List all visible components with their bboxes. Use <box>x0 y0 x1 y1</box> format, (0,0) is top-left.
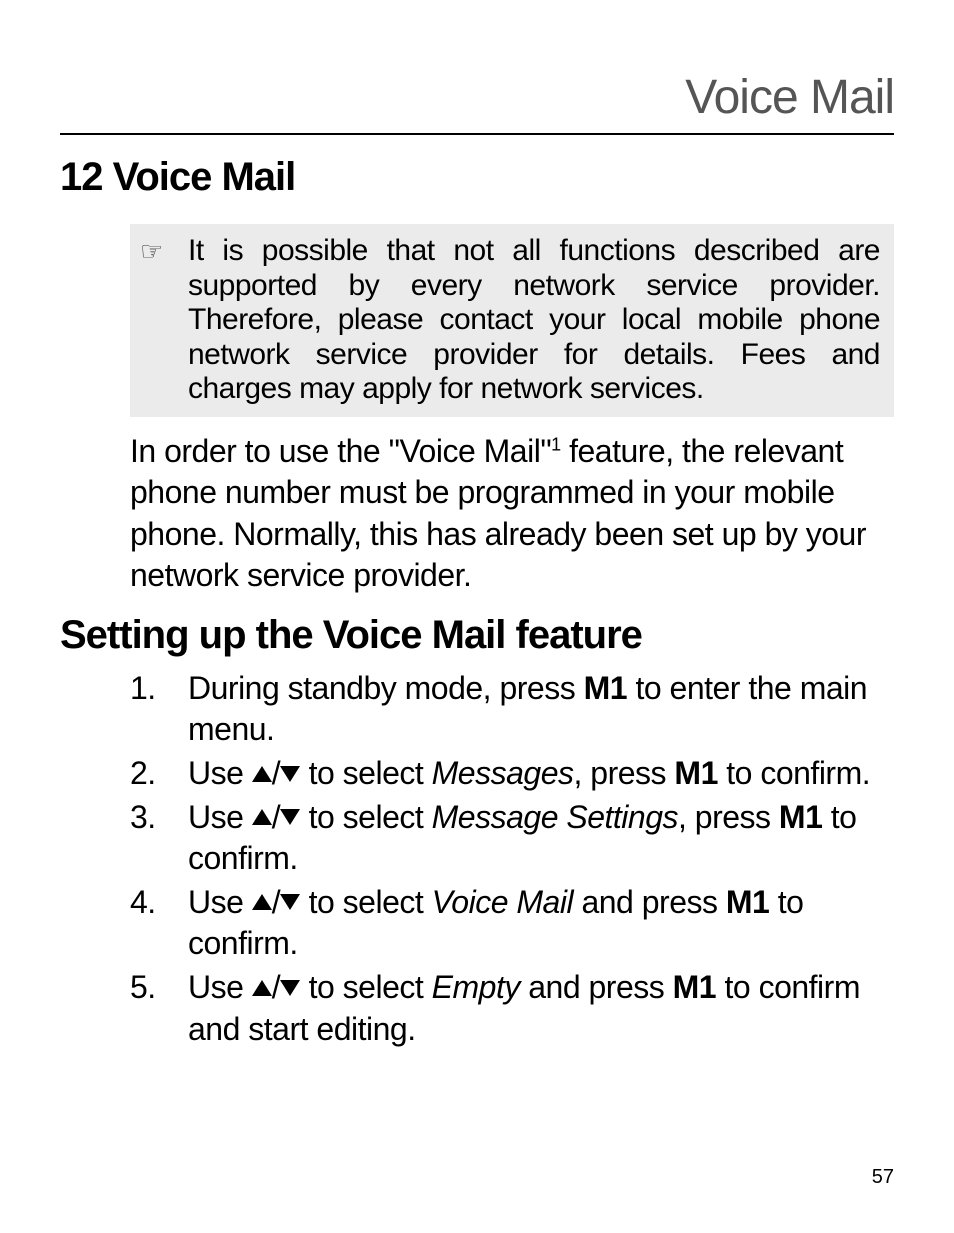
text-run: Use <box>188 755 252 791</box>
list-item-text: Use / to select Messages, press M1 to co… <box>188 753 894 795</box>
list-item-number: 3. <box>130 797 188 880</box>
list-item: 1.During standby mode, press M1 to enter… <box>130 668 894 751</box>
chapter-number: 12 <box>60 155 103 199</box>
text-run: to select <box>300 884 431 920</box>
down-arrow-icon <box>280 809 300 825</box>
text-run: to confirm. <box>718 755 870 791</box>
list-item: 5.Use / to select Empty and press M1 to … <box>130 967 894 1050</box>
italic-text: Messages <box>432 755 574 791</box>
list-item: 3.Use / to select Message Settings, pres… <box>130 797 894 880</box>
intro-paragraph: In order to use the "Voice Mail"1 featur… <box>130 431 894 597</box>
intro-pre: In order to use the "Voice Mail" <box>130 433 551 469</box>
text-run: Use <box>188 884 252 920</box>
list-item-number: 4. <box>130 882 188 965</box>
list-item-number: 1. <box>130 668 188 751</box>
text-run: Use <box>188 799 252 835</box>
text-run: to select <box>300 799 431 835</box>
slash: / <box>272 884 280 920</box>
up-arrow-icon <box>252 980 272 996</box>
bold-text: M1 <box>674 755 717 791</box>
page-header-title: Voice Mail <box>60 70 894 125</box>
text-run: Use <box>188 969 252 1005</box>
bold-text: M1 <box>726 884 769 920</box>
slash: / <box>272 799 280 835</box>
list-item-text: Use / to select Message Settings, press … <box>188 797 894 880</box>
down-arrow-icon <box>280 766 300 782</box>
list-item-text: During standby mode, press M1 to enter t… <box>188 668 894 751</box>
italic-text: Voice Mail <box>432 884 573 920</box>
section-title: Setting up the Voice Mail feature <box>60 613 894 658</box>
bold-text: M1 <box>584 670 627 706</box>
list-item-text: Use / to select Empty and press M1 to co… <box>188 967 894 1050</box>
text-run: , press <box>678 799 779 835</box>
pointing-hand-icon: ☞ <box>140 234 188 407</box>
list-item-text: Use / to select Voice Mail and press M1 … <box>188 882 894 965</box>
up-arrow-icon <box>252 766 272 782</box>
text-run: , press <box>573 755 674 791</box>
text-run: During standby mode, press <box>188 670 584 706</box>
header-divider <box>60 133 894 135</box>
chapter-title: 12 Voice Mail <box>60 155 894 200</box>
list-item: 2.Use / to select Messages, press M1 to … <box>130 753 894 795</box>
italic-text: Message Settings <box>432 799 678 835</box>
text-run: and press <box>520 969 673 1005</box>
text-run: to select <box>300 755 431 791</box>
text-run: and press <box>573 884 726 920</box>
bold-text: M1 <box>673 969 716 1005</box>
chapter-name: Voice Mail <box>113 155 296 199</box>
slash: / <box>272 755 280 791</box>
up-arrow-icon <box>252 809 272 825</box>
text-run: to select <box>300 969 431 1005</box>
down-arrow-icon <box>280 894 300 910</box>
up-arrow-icon <box>252 894 272 910</box>
bold-text: M1 <box>779 799 822 835</box>
note-text: It is possible that not all functions de… <box>188 234 880 407</box>
note-box: ☞ It is possible that not all functions … <box>130 224 894 417</box>
italic-text: Empty <box>432 969 520 1005</box>
list-item: 4.Use / to select Voice Mail and press M… <box>130 882 894 965</box>
steps-list: 1.During standby mode, press M1 to enter… <box>130 668 894 1050</box>
list-item-number: 2. <box>130 753 188 795</box>
footnote-marker: 1 <box>551 434 561 454</box>
page-number: 57 <box>872 1166 894 1189</box>
slash: / <box>272 969 280 1005</box>
down-arrow-icon <box>280 980 300 996</box>
list-item-number: 5. <box>130 967 188 1050</box>
